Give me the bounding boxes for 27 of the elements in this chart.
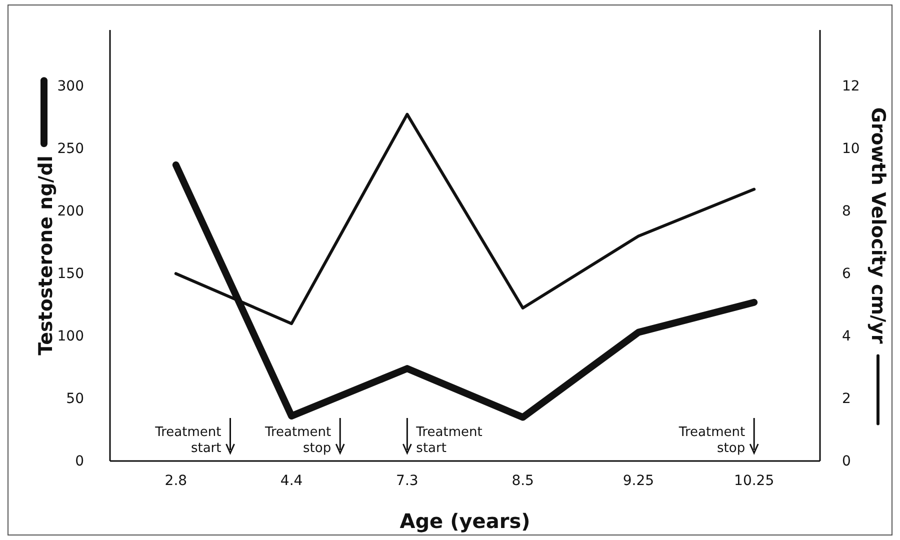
y-tick-label: 50 bbox=[66, 391, 84, 408]
annotation: Treatment start bbox=[415, 425, 482, 456]
y-axis-title: Testosterone ng/dl bbox=[35, 156, 57, 356]
x-tick-label: 8.5 bbox=[512, 472, 534, 489]
x-tick-label: 2.8 bbox=[164, 472, 188, 489]
y2-axis-title: Growth Velocity cm/yr bbox=[867, 107, 889, 344]
annotation: Treatment stop bbox=[678, 425, 746, 456]
y2-tick-label: 2 bbox=[842, 391, 851, 408]
y-tick-label: 150 bbox=[57, 266, 84, 282]
y2-tick-label: 4 bbox=[842, 328, 851, 345]
x-axis-title: Age (years) bbox=[400, 509, 530, 533]
annotation: Treatment stop bbox=[264, 425, 332, 456]
y2-tick-label: 0 bbox=[842, 453, 851, 470]
x-tick-label: 10.25 bbox=[734, 472, 774, 489]
y-tick-label: 300 bbox=[57, 78, 84, 95]
y-tick-label: 100 bbox=[57, 328, 84, 345]
y-tick-label: 0 bbox=[75, 453, 84, 470]
y2-tick-label: 12 bbox=[842, 78, 860, 95]
y-tick-label: 250 bbox=[57, 141, 84, 158]
x-tick-label: 4.4 bbox=[280, 472, 303, 489]
y2-tick-label: 6 bbox=[842, 266, 851, 282]
y-tick-label: 200 bbox=[57, 204, 84, 220]
y2-tick-label: 10 bbox=[842, 141, 860, 158]
annotation: Treatment start bbox=[154, 425, 222, 456]
x-tick-label: 9.25 bbox=[622, 472, 654, 489]
y2-tick-label: 8 bbox=[842, 204, 851, 220]
x-tick-label: 7.3 bbox=[396, 472, 418, 489]
